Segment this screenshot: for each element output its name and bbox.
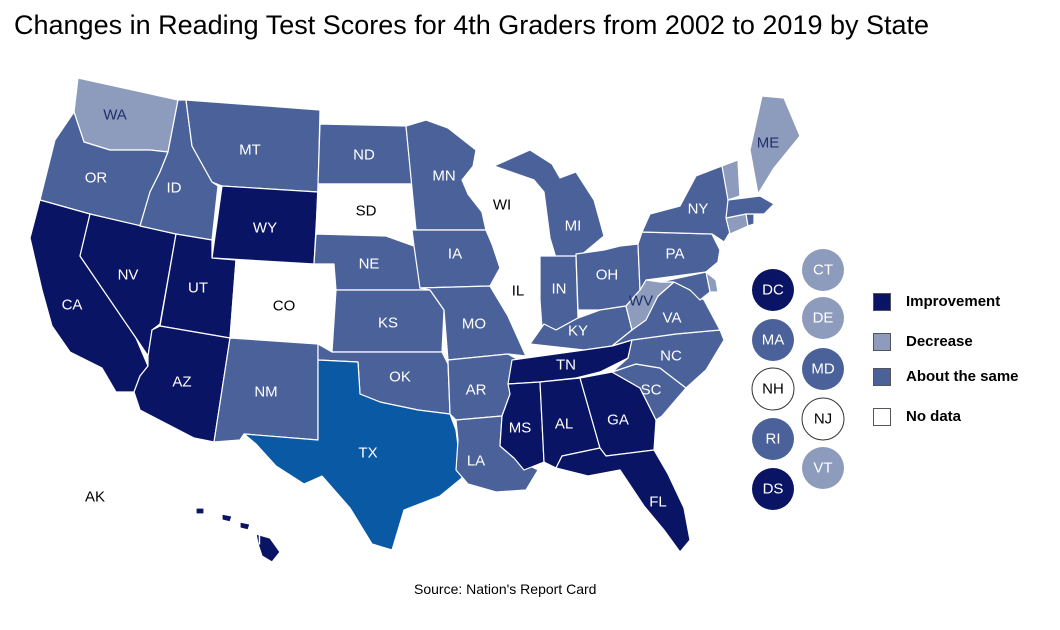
state-circle-label: MA xyxy=(762,332,785,349)
state-label-in: IN xyxy=(552,281,567,298)
legend-swatch xyxy=(873,368,891,386)
state-circle-label: MD xyxy=(811,361,834,378)
state-fl[interactable] xyxy=(555,447,691,553)
state-circle-ds[interactable]: DS xyxy=(752,468,794,510)
state-label-me: ME xyxy=(757,135,780,152)
state-label-fl: FL xyxy=(649,494,667,511)
state-label-id: ID xyxy=(167,180,182,197)
state-label-ok: OK xyxy=(389,369,411,386)
state-label-wa: WA xyxy=(103,107,127,124)
state-label-mo: MO xyxy=(462,316,486,333)
state-circle-vt[interactable]: VT xyxy=(802,447,844,489)
state-circle-dc[interactable]: DC xyxy=(752,269,794,311)
legend-label: Improvement xyxy=(906,293,1001,310)
state-ny[interactable] xyxy=(641,165,731,243)
legend-label: Decrease xyxy=(906,333,973,350)
state-label-co: CO xyxy=(273,298,296,315)
state-label-or: OR xyxy=(85,170,108,187)
state-label-ny: NY xyxy=(688,201,709,218)
state-label-wv: WV xyxy=(629,293,653,310)
state-tx[interactable] xyxy=(243,359,463,551)
state-label-ky: KY xyxy=(568,323,588,340)
state-label-ne: NE xyxy=(359,256,380,273)
state-circle-nj[interactable]: NJ xyxy=(801,397,845,441)
state-nj[interactable] xyxy=(707,233,729,281)
state-label-ca: CA xyxy=(62,297,83,314)
state-label-mn: MN xyxy=(432,168,455,185)
state-ri[interactable] xyxy=(745,213,755,227)
state-circle-de[interactable]: DE xyxy=(802,297,844,339)
state-label-al: AL xyxy=(555,416,573,433)
state-label-ia: IA xyxy=(448,246,462,263)
state-me[interactable] xyxy=(749,95,801,195)
state-circle-label: NH xyxy=(762,381,784,398)
state-label-nm: NM xyxy=(254,384,277,401)
state-circle-nh[interactable]: NH xyxy=(751,367,795,411)
state-ma[interactable] xyxy=(725,195,775,219)
state-label-wy: WY xyxy=(253,220,277,237)
state-label-oh: OH xyxy=(596,267,619,284)
state-label-ak: AK xyxy=(85,489,105,506)
state-ak[interactable] xyxy=(35,447,171,547)
state-label-sc: SC xyxy=(641,382,662,399)
map-title: Changes in Reading Test Scores for 4th G… xyxy=(14,10,930,40)
state-circle-ct[interactable]: CT xyxy=(802,249,844,291)
state-label-sd: SD xyxy=(356,203,377,220)
state-label-mi: MI xyxy=(565,218,582,235)
state-label-nc: NC xyxy=(660,348,682,365)
state-label-va: VA xyxy=(663,310,682,327)
legend-label: No data xyxy=(906,408,962,425)
state-label-nv: NV xyxy=(118,267,139,284)
state-circle-label: RI xyxy=(766,431,781,448)
state-circle-label: DS xyxy=(763,481,784,498)
state-circle-label: DC xyxy=(762,282,784,299)
state-circle-ri[interactable]: RI xyxy=(752,418,794,460)
state-circle-label: VT xyxy=(813,460,832,477)
state-co[interactable] xyxy=(229,259,335,343)
state-label-tx: TX xyxy=(358,445,377,462)
state-label-mt: MT xyxy=(239,142,261,159)
legend-label: About the same xyxy=(906,368,1019,385)
state-label-la: LA xyxy=(467,453,485,470)
state-circle-label: DE xyxy=(813,310,834,327)
state-circle-label: NJ xyxy=(814,411,832,428)
state-circle-ma[interactable]: MA xyxy=(752,319,794,361)
state-md[interactable] xyxy=(659,271,711,301)
legend-swatch xyxy=(873,293,891,311)
state-circle-label: CT xyxy=(813,262,833,279)
state-label-tn: TN xyxy=(556,357,576,374)
state-circle-md[interactable]: MD xyxy=(802,348,844,390)
state-label-ut: UT xyxy=(188,280,208,297)
state-ks[interactable] xyxy=(331,289,445,353)
state-label-pa: PA xyxy=(666,246,685,263)
state-hi[interactable] xyxy=(195,507,281,563)
legend-swatch xyxy=(873,408,891,426)
source-note: Source: Nation's Report Card xyxy=(414,581,597,597)
state-label-az: AZ xyxy=(172,374,191,391)
state-label-hi: HI xyxy=(247,532,262,549)
state-label-ks: KS xyxy=(378,315,398,332)
state-label-nd: ND xyxy=(353,147,375,164)
legend-swatch xyxy=(873,333,891,351)
state-label-wi: WI xyxy=(493,197,511,214)
state-label-il: IL xyxy=(512,283,525,300)
state-label-ms: MS xyxy=(509,420,532,437)
state-mi[interactable] xyxy=(493,149,605,259)
state-label-ar: AR xyxy=(466,382,487,399)
state-label-ga: GA xyxy=(607,412,629,429)
